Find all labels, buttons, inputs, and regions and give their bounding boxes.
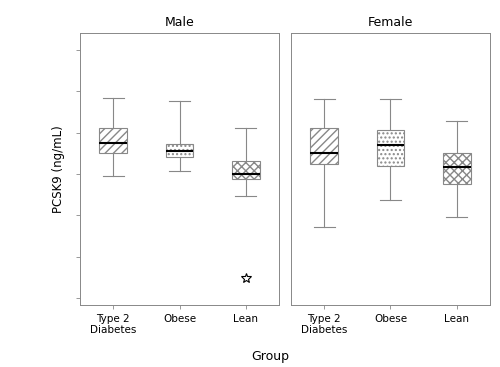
Title: Female: Female xyxy=(368,16,413,29)
Y-axis label: PCSK9 (ng/mL): PCSK9 (ng/mL) xyxy=(52,125,66,213)
Title: Male: Male xyxy=(164,16,194,29)
Bar xyxy=(376,130,404,166)
Bar xyxy=(232,160,260,179)
Bar xyxy=(166,144,194,157)
Bar xyxy=(99,128,127,153)
Bar xyxy=(310,128,338,164)
Text: Group: Group xyxy=(251,350,289,363)
Bar xyxy=(443,153,471,184)
